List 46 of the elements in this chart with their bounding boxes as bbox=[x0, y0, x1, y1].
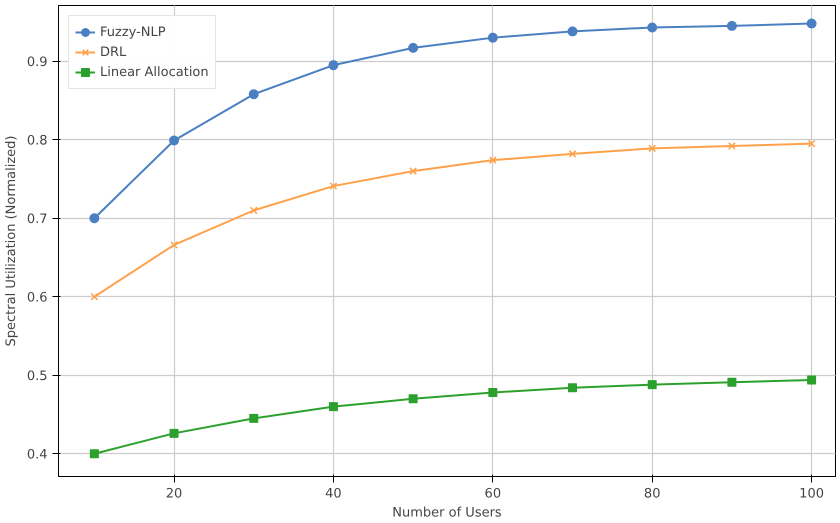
y-tick-label: 0.8 bbox=[26, 134, 48, 149]
point bbox=[409, 167, 418, 176]
point bbox=[249, 414, 258, 423]
point bbox=[807, 375, 816, 384]
point bbox=[250, 206, 258, 214]
x-tick-label: 60 bbox=[484, 486, 502, 502]
point bbox=[568, 26, 578, 36]
point bbox=[568, 383, 578, 392]
y-tick-label: 0.7 bbox=[26, 212, 48, 228]
y-tick-label: 0.9 bbox=[26, 55, 48, 70]
point bbox=[647, 22, 658, 32]
point bbox=[488, 156, 497, 164]
point bbox=[170, 240, 178, 249]
x-tick-label: 80 bbox=[644, 486, 660, 502]
point bbox=[568, 150, 576, 158]
legend-label: DRL bbox=[100, 44, 126, 60]
point bbox=[488, 32, 498, 43]
point bbox=[328, 60, 338, 70]
y-tick-label: 0.5 bbox=[26, 369, 48, 384]
y-tick-label: 0.6 bbox=[26, 290, 48, 306]
point bbox=[648, 144, 656, 152]
point bbox=[727, 378, 736, 387]
point bbox=[170, 428, 179, 438]
point bbox=[408, 394, 418, 404]
legend-label: Fuzzy-NLP bbox=[100, 24, 166, 40]
x-tick-label: 40 bbox=[325, 486, 342, 502]
point bbox=[806, 18, 817, 29]
point bbox=[808, 140, 816, 148]
point bbox=[169, 136, 180, 146]
point bbox=[330, 182, 338, 190]
x-axis-title: Number of Users bbox=[392, 506, 502, 520]
point bbox=[90, 292, 98, 301]
x-tick-label: 100 bbox=[799, 486, 824, 502]
point bbox=[90, 449, 99, 458]
y-tick-label: 0.4 bbox=[26, 448, 48, 463]
point bbox=[648, 380, 657, 390]
point bbox=[89, 213, 100, 224]
point bbox=[248, 89, 259, 100]
point bbox=[728, 142, 736, 150]
x-tick-label: 20 bbox=[166, 486, 182, 502]
legend-label: Linear Allocation bbox=[100, 64, 209, 80]
point bbox=[726, 20, 737, 31]
point bbox=[408, 42, 418, 53]
y-axis-title: Spectral Utilization (Normalized) bbox=[4, 136, 19, 346]
point bbox=[328, 402, 338, 412]
point bbox=[488, 388, 498, 398]
